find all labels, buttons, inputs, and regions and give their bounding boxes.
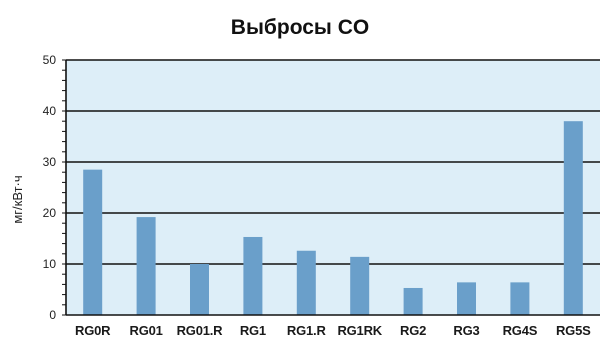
bar	[296, 250, 316, 315]
bars	[83, 121, 583, 315]
x-tick-label: RG0R	[75, 323, 111, 338]
y-tick-labels: 0 10 20 30 40 50	[43, 53, 57, 322]
y-tick-label: 30	[43, 155, 57, 169]
y-tick-label: 50	[43, 53, 57, 67]
x-tick-label: RG3	[453, 323, 479, 338]
x-tick-label: RG01.R	[177, 323, 224, 338]
axes	[65, 60, 600, 316]
bar	[136, 217, 156, 315]
x-tick-label: RG01	[130, 323, 163, 338]
bar	[403, 287, 423, 315]
y-tick-label: 40	[43, 104, 57, 118]
bar	[243, 236, 263, 315]
x-tick-label: RG5S	[556, 323, 591, 338]
y-axis-title: мг/кВт·ч	[10, 175, 25, 223]
x-tick-label: RG1.R	[287, 323, 327, 338]
bar	[457, 282, 476, 315]
x-tick-label: RG1	[240, 323, 266, 338]
bar	[350, 256, 370, 315]
x-tick-label: RG4S	[503, 323, 538, 338]
bar	[563, 121, 583, 315]
bar	[510, 282, 530, 315]
y-tick-label: 20	[43, 206, 57, 220]
chart-title: Выбросы CO	[231, 16, 369, 39]
x-tick-labels: RG0R RG01 RG01.R RG1 RG1.R RG1RK RG2 RG3 RG4S RG5…	[75, 323, 591, 338]
bar	[190, 264, 209, 315]
bar	[83, 169, 103, 315]
x-tick-label: RG1RK	[337, 323, 382, 338]
y-tick-label: 10	[43, 257, 57, 271]
y-tick-label: 0	[49, 308, 56, 322]
x-tick-label: RG2	[400, 323, 426, 338]
